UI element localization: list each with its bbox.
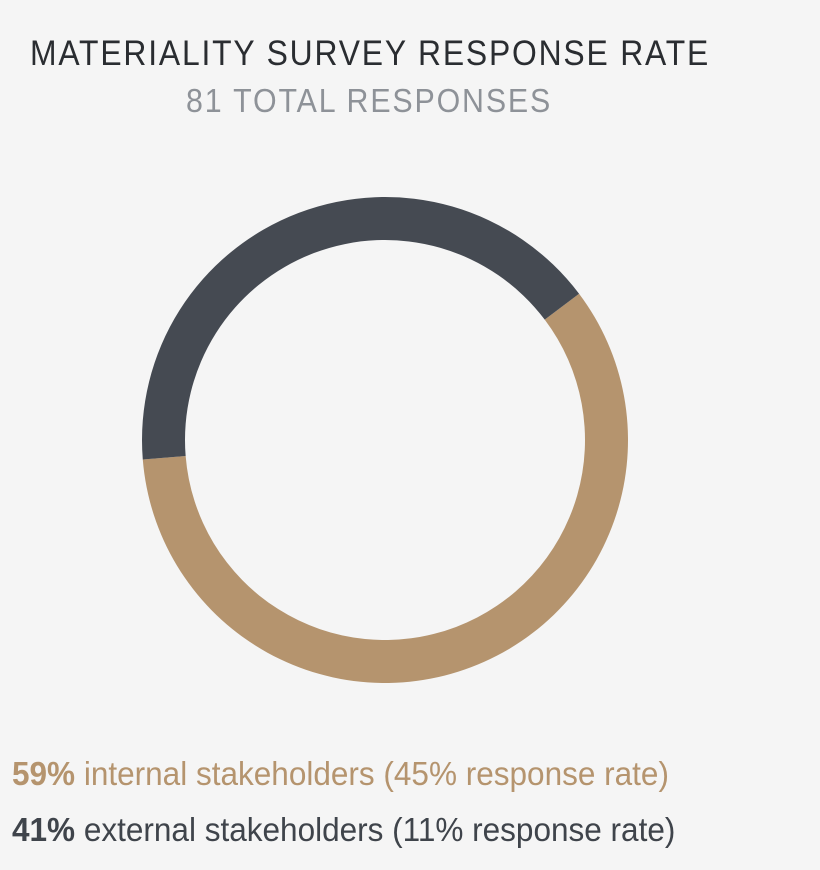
chart-title: MATERIALITY SURVEY RESPONSE RATE — [30, 34, 711, 73]
legend-external: 41% external stakeholders (11% response … — [12, 811, 675, 849]
legend-internal-percent: 59% — [12, 755, 76, 792]
donut-slice-internal — [142, 293, 629, 683]
legend-external-percent: 41% — [12, 811, 76, 848]
legend-external-label: external stakeholders (11% response rate… — [75, 811, 676, 848]
donut-slice-external — [142, 197, 580, 460]
chart-subtitle: 81 TOTAL RESPONSES — [186, 82, 553, 119]
donut-slices — [142, 197, 629, 683]
legend-internal-label: internal stakeholders (45% response rate… — [75, 755, 669, 792]
legend-internal: 59% internal stakeholders (45% response … — [12, 755, 669, 793]
